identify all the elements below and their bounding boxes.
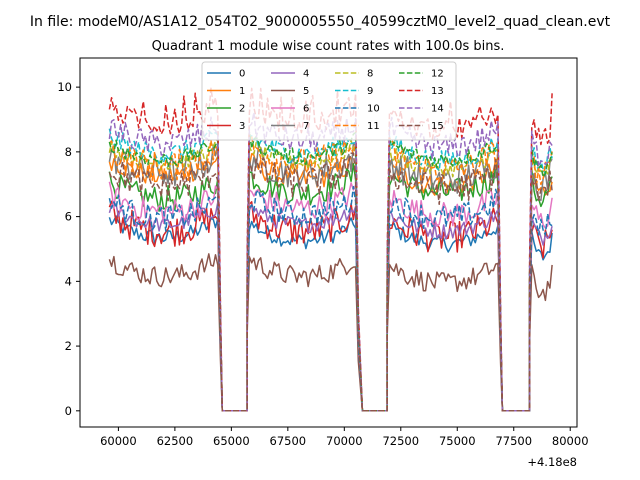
legend-label-10: 10	[367, 104, 380, 115]
legend-label-14: 14	[431, 104, 444, 115]
x-axis-offset-label: +4.18e8	[527, 455, 577, 469]
legend-label-5: 5	[303, 86, 309, 97]
legend-label-12: 12	[431, 69, 444, 80]
legend-label-0: 0	[239, 69, 245, 80]
legend-label-7: 7	[303, 121, 309, 132]
legend-label-6: 6	[303, 104, 309, 115]
legend-label-3: 3	[239, 121, 245, 132]
legend-label-13: 13	[431, 86, 444, 97]
series-line-3	[108, 200, 553, 412]
series-line-11	[108, 135, 553, 412]
x-tick-label: 75000	[439, 434, 476, 448]
figure-suptitle: In file: modeM0/AS1A12_054T02_9000005550…	[30, 14, 611, 30]
y-tick-label: 2	[65, 339, 72, 353]
legend-label-2: 2	[239, 104, 245, 115]
y-tick-label: 6	[65, 210, 72, 224]
x-tick-label: 70000	[326, 434, 363, 448]
plot-area	[108, 87, 553, 412]
series-line-12	[108, 131, 553, 412]
x-tick-label: 65000	[213, 434, 250, 448]
x-tick-label: 80000	[552, 434, 589, 448]
legend-label-8: 8	[367, 69, 373, 80]
legend-label-11: 11	[367, 121, 380, 132]
series-line-5	[108, 253, 553, 412]
y-tick-label: 4	[65, 274, 72, 288]
y-tick-label: 10	[57, 80, 72, 94]
y-tick-label: 8	[65, 145, 72, 159]
x-tick-label: 60000	[100, 434, 137, 448]
series-line-0	[108, 215, 553, 412]
y-axis: 0 2 4 6 8 10	[57, 80, 80, 418]
series-line-4	[108, 201, 553, 412]
x-axis: 60000 62500 65000 67500 70000 72500 75000 77500…	[100, 427, 589, 448]
series-line-15	[108, 152, 553, 412]
series-line-10	[108, 185, 553, 412]
legend-label-9: 9	[367, 86, 373, 97]
legend-label-1: 1	[239, 86, 245, 97]
y-tick-label: 0	[65, 404, 72, 418]
x-tick-label: 62500	[157, 434, 194, 448]
legend-label-15: 15	[431, 121, 444, 132]
x-tick-label: 72500	[382, 434, 419, 448]
chart-title: Quadrant 1 module wise count rates with …	[152, 39, 505, 54]
legend-label-4: 4	[303, 69, 309, 80]
x-tick-label: 77500	[495, 434, 532, 448]
legend-frame	[201, 61, 457, 141]
x-tick-label: 67500	[270, 434, 307, 448]
axes-frame	[79, 57, 578, 428]
